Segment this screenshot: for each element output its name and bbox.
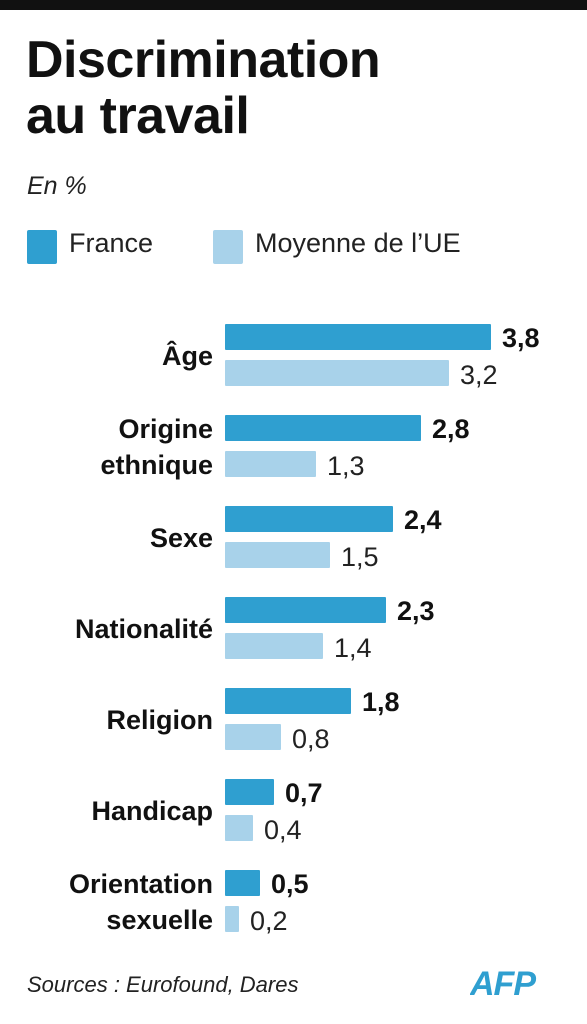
category-label-line: Orientation	[69, 869, 213, 899]
category-label-line: ethnique	[101, 450, 214, 480]
value-label-france: 3,8	[502, 323, 540, 353]
top-rule	[0, 0, 587, 10]
bar-france	[225, 506, 393, 532]
value-label-ue: 1,5	[341, 542, 379, 572]
value-label-france: 0,5	[271, 869, 309, 899]
legend-label-ue: Moyenne de l’UE	[255, 228, 461, 258]
category-label: Âge	[162, 340, 213, 371]
category-label-line: sexuelle	[106, 905, 213, 935]
value-label-ue: 0,4	[264, 815, 302, 845]
bar-france	[225, 415, 421, 441]
bar-ue	[225, 906, 239, 932]
legend-swatch-france	[27, 230, 57, 264]
bar-france	[225, 870, 260, 896]
bar-ue	[225, 815, 253, 841]
chart-title: Discrimination au travail	[26, 32, 546, 144]
chart-subtitle: En %	[27, 172, 87, 200]
category-label: Religion	[107, 705, 214, 735]
afp-logo: AFP	[470, 965, 537, 1002]
category-label-line: Origine	[118, 414, 213, 444]
title-line-2: au travail	[26, 87, 250, 145]
category-label: Handicap	[91, 796, 213, 826]
legend: France Moyenne de l’UE	[27, 226, 567, 266]
value-label-ue: 0,8	[292, 724, 330, 754]
value-label-france: 2,8	[432, 414, 470, 444]
bar-france	[225, 688, 351, 714]
category-label: Sexe	[150, 523, 213, 553]
legend-label-france: France	[69, 228, 154, 258]
value-label-ue: 0,2	[250, 906, 288, 936]
bar-ue	[225, 451, 316, 477]
legend-swatch-ue	[213, 230, 243, 264]
category-label: Nationalité	[75, 614, 213, 644]
category-label: Origine ethnique	[101, 414, 214, 480]
value-label-ue: 3,2	[460, 360, 498, 390]
svg-text:AFP: AFP	[470, 965, 536, 1002]
value-label-ue: 1,4	[334, 633, 372, 663]
source-note: Sources : Eurofound, Dares	[27, 972, 299, 997]
value-label-france: 1,8	[362, 687, 400, 717]
bar-ue	[225, 724, 281, 750]
value-label-france: 2,3	[397, 596, 435, 626]
value-label-france: 0,7	[285, 778, 323, 808]
bar-france	[225, 779, 274, 805]
value-label-france: 2,4	[404, 505, 442, 535]
value-label-ue: 1,3	[327, 451, 365, 481]
bar-ue	[225, 360, 449, 386]
bar-ue	[225, 542, 330, 568]
title-line-1: Discrimination	[26, 31, 381, 89]
bar-france	[225, 324, 491, 350]
bar-france	[225, 597, 386, 623]
category-label: Orientation sexuelle	[69, 869, 213, 935]
bar-chart: Âge 3,83,2 Origine ethnique 2,8 1,3 Sexe 2,4 1,5…	[69, 323, 540, 936]
bar-ue	[225, 633, 323, 659]
